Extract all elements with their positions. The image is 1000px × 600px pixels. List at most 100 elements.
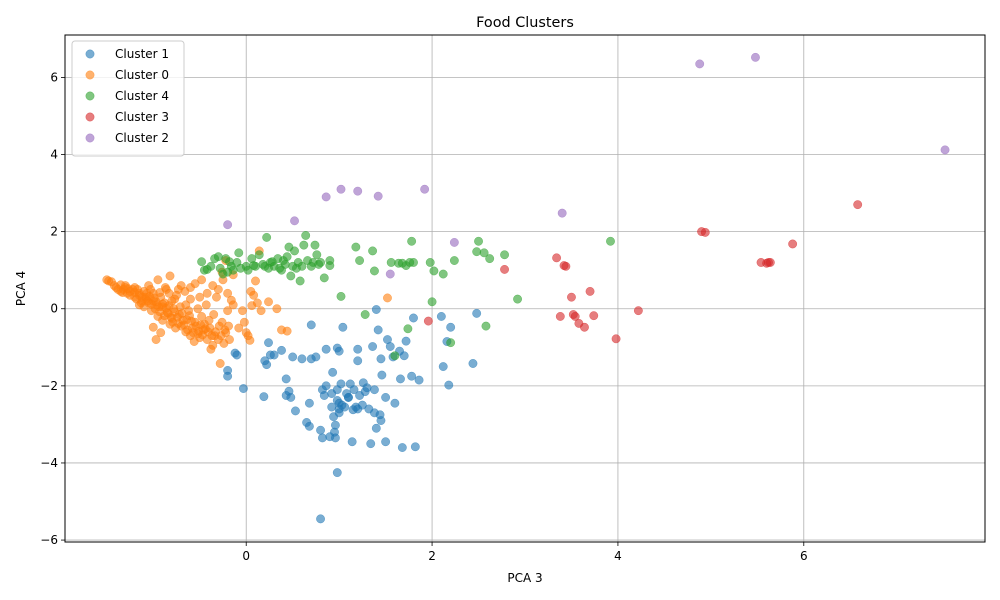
data-point [425,258,435,267]
data-point [765,258,775,267]
data-point [472,308,482,318]
data-point [214,321,224,331]
series-cluster-3 [423,200,863,344]
data-point [376,354,386,364]
data-point [589,311,599,321]
data-point [385,342,395,351]
data-point [353,186,363,196]
series-cluster-1 [223,305,482,524]
data-point [371,305,381,314]
data-point [330,420,340,430]
legend-marker [85,70,95,80]
data-point [267,257,277,267]
y-tick-label: 4 [50,148,58,162]
data-point [295,276,305,286]
data-point [225,257,234,267]
data-point [557,208,567,218]
data-point [567,292,576,302]
data-point [319,273,329,283]
data-point [319,391,329,400]
data-point [552,253,562,263]
x-axis-label: PCA 3 [507,571,542,585]
data-point [336,184,346,194]
data-point [334,346,344,356]
data-point [251,276,260,286]
data-point [321,192,331,202]
data-point [310,240,320,250]
data-point [853,200,863,210]
data-point [360,310,370,319]
data-point [146,285,155,294]
data-point [396,374,405,384]
data-point [606,236,615,246]
data-point [238,384,248,394]
data-point [170,294,180,304]
data-point [446,338,456,348]
data-point [420,184,430,194]
data-point [223,371,233,381]
data-point [399,351,409,361]
data-point [362,383,372,393]
data-point [245,335,255,345]
data-point [230,348,240,358]
data-point [325,261,335,271]
data-point [208,340,218,350]
data-point [468,359,478,368]
y-tick-label: −2 [40,379,58,393]
data-point [215,359,225,368]
data-point [423,316,433,326]
data-point [438,362,448,372]
x-tick-label: 2 [428,549,436,563]
y-tick-label: 2 [50,225,58,239]
data-point [219,338,229,348]
data-point [297,354,307,364]
data-point [401,336,411,346]
data-point [409,258,418,267]
data-point [234,248,244,258]
data-point [446,322,456,332]
data-point [264,338,273,348]
data-point [336,379,346,389]
data-point [390,398,400,408]
data-points [102,52,950,524]
data-point [385,269,395,279]
data-point [695,59,705,69]
data-point [164,288,174,298]
data-point [312,250,322,260]
data-point [262,360,272,370]
data-point [407,371,417,381]
data-point [336,291,346,301]
data-point [353,356,363,366]
data-point [116,280,126,290]
data-point [353,404,363,414]
data-point [700,227,710,237]
data-point [269,350,279,360]
data-point [264,297,273,307]
data-point [561,261,571,271]
data-point [212,292,221,302]
data-point [277,345,286,355]
data-point [349,385,359,395]
data-point [136,298,146,308]
data-point [153,275,163,285]
data-point [301,231,311,240]
data-point [370,266,379,276]
data-point [148,322,158,332]
data-point [474,236,483,246]
data-point [209,310,219,319]
legend: Cluster 1 Cluster 0 Cluster 4 Cluster 3 Clus… [71,40,185,157]
data-point [427,297,437,307]
data-point [353,344,363,354]
data-point [481,321,491,331]
data-point [197,257,207,267]
data-point [409,313,418,323]
data-point [407,236,417,246]
data-point [288,352,298,362]
data-point [383,293,392,303]
legend-marker [85,49,95,59]
data-point [444,380,454,390]
data-point [370,385,379,395]
data-point [304,421,314,431]
data-point [165,271,175,281]
